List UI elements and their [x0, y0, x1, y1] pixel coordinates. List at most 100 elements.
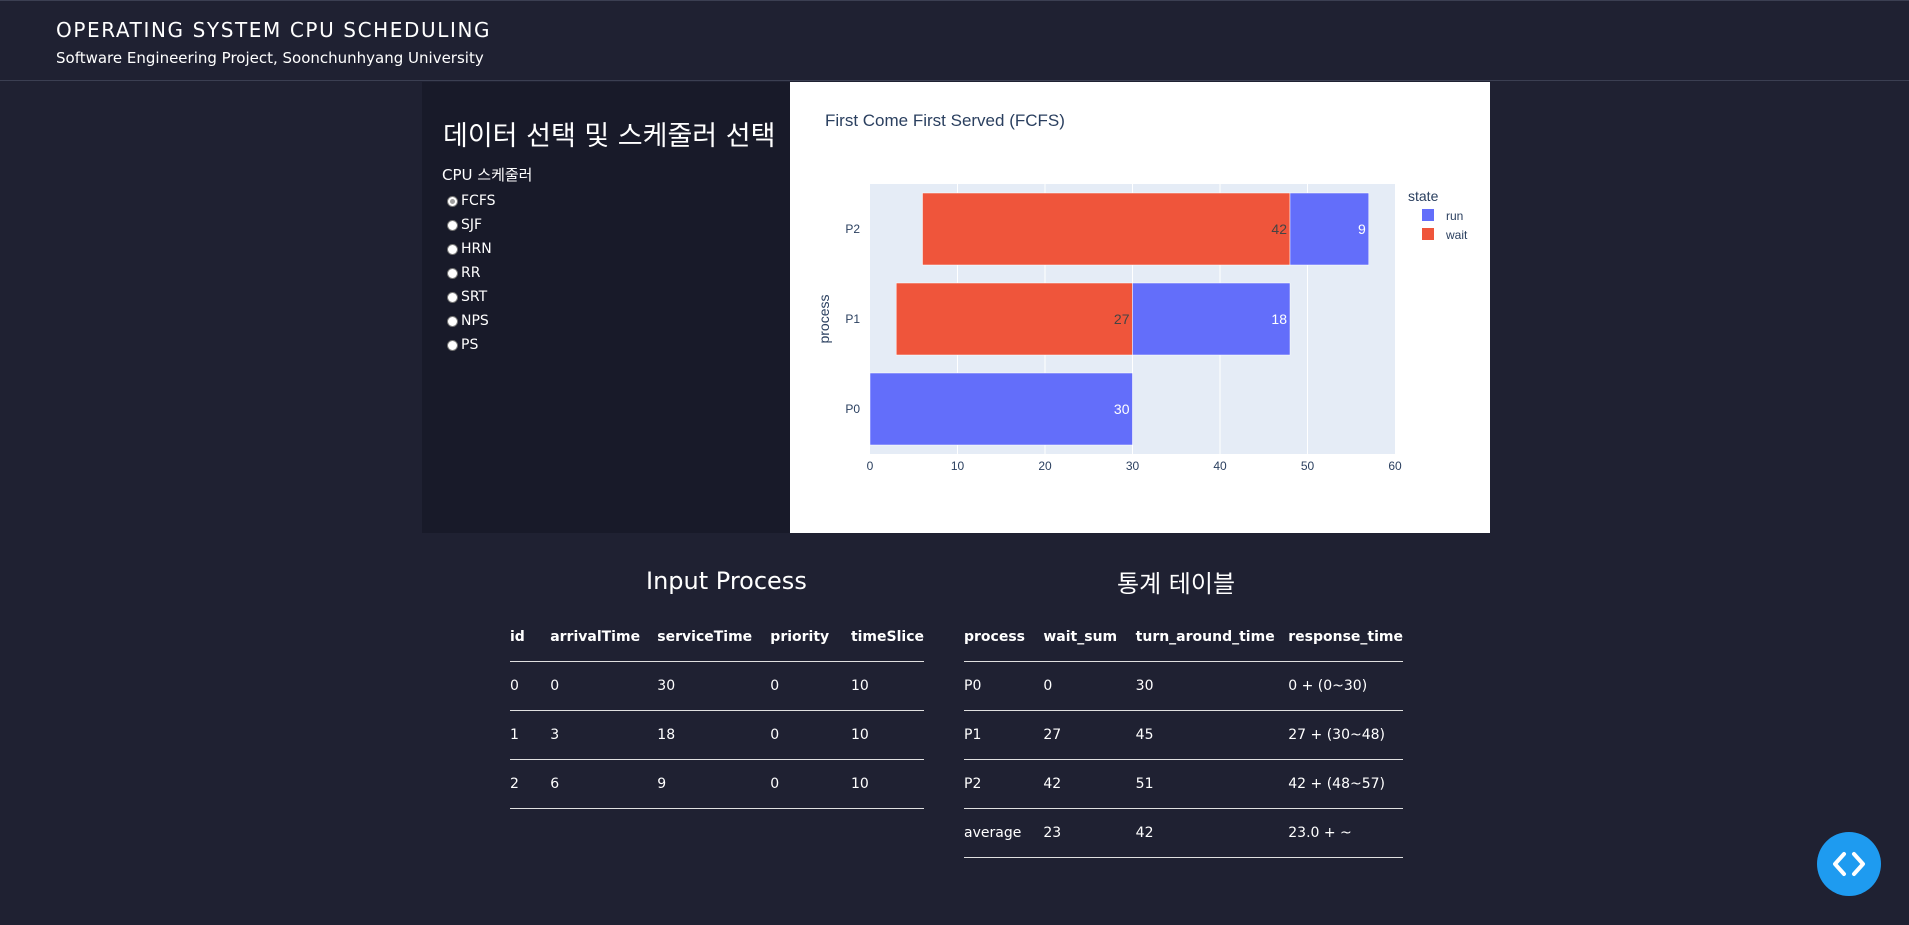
chart-title: First Come First Served (FCFS) — [825, 111, 1065, 130]
table-cell: 0 — [770, 661, 851, 711]
table-cell: 23 — [1043, 808, 1136, 858]
column-header: process — [964, 613, 1044, 662]
bar-value-label: 30 — [1114, 401, 1130, 417]
radio-option-fcfs[interactable]: FCFS — [447, 189, 496, 213]
bar-p0-run[interactable] — [869, 372, 1133, 446]
legend-swatch-wait — [1422, 228, 1434, 240]
bar-value-label: 27 — [1114, 311, 1130, 327]
gantt-chart-panel: First Come First Served (FCFS) 30 27 18 42 9… — [790, 82, 1490, 533]
table-row: P0 0 30 0 + (0~30) — [964, 661, 1403, 711]
column-header: timeSlice — [850, 613, 924, 662]
radio-option-hrn[interactable]: HRN — [447, 237, 496, 261]
bar-p1-wait[interactable] — [896, 282, 1133, 356]
table-cell: P1 — [964, 710, 1044, 760]
legend-label-wait: wait — [1445, 228, 1468, 242]
column-header: arrivalTime — [550, 613, 658, 662]
radio-label[interactable]: HRN — [461, 241, 492, 257]
y-tick-label: P1 — [845, 312, 860, 326]
table-cell: 0 — [1043, 661, 1136, 711]
radio-label[interactable]: SRT — [461, 289, 488, 305]
bar-value-label: 9 — [1358, 221, 1366, 237]
stats-table-title: 통계 테이블 — [1117, 570, 1236, 598]
legend-title: state — [1408, 188, 1439, 204]
table-cell: 30 — [1135, 661, 1289, 711]
x-tick-label: 10 — [951, 459, 965, 473]
table-cell: 3 — [550, 710, 658, 760]
bar-value-label: 18 — [1271, 311, 1287, 327]
column-header: serviceTime — [657, 613, 771, 662]
table-cell: 0 — [770, 710, 851, 760]
table-cell: average — [964, 808, 1044, 858]
radio-button[interactable] — [447, 267, 458, 279]
legend-swatch-run — [1422, 209, 1434, 221]
bar-value-label: 42 — [1271, 221, 1287, 237]
table-header-row: process wait_sum turn_around_time respon… — [964, 613, 1403, 662]
table-cell: 10 — [850, 759, 924, 809]
table-cell: 10 — [850, 661, 924, 711]
code-icon — [1833, 852, 1865, 876]
column-header: priority — [770, 613, 851, 662]
x-tick-label: 20 — [1038, 459, 1052, 473]
table-row: P2 42 51 42 + (48~57) — [964, 759, 1403, 809]
column-header: wait_sum — [1043, 613, 1136, 662]
y-tick-label: P0 — [845, 402, 860, 416]
bar-p2-run[interactable] — [1289, 192, 1369, 266]
code-toggle-button[interactable] — [1817, 832, 1881, 896]
scheduler-radio-group: FCFS SJF HRN RR SRT NPS PS — [447, 189, 496, 357]
radio-button[interactable] — [447, 219, 458, 231]
table-cell: 18 — [657, 710, 771, 760]
radio-button[interactable] — [447, 315, 458, 327]
x-tick-label: 30 — [1126, 459, 1140, 473]
column-header: turn_around_time — [1135, 613, 1289, 662]
stats-table: process wait_sum turn_around_time respon… — [964, 613, 1403, 858]
table-cell: 27 + (30~48) — [1288, 710, 1403, 760]
radio-button[interactable] — [447, 243, 458, 255]
table-cell: 6 — [550, 759, 658, 809]
radio-label[interactable]: FCFS — [461, 193, 496, 209]
radio-label[interactable]: SJF — [461, 217, 483, 233]
y-axis-title: process — [816, 294, 832, 343]
table-cell: 42 + (48~57) — [1288, 759, 1403, 809]
table-cell: 30 — [657, 661, 771, 711]
table-row: 2 6 9 0 10 — [510, 759, 924, 809]
radio-option-sjf[interactable]: SJF — [447, 213, 496, 237]
table-row: P1 27 45 27 + (30~48) — [964, 710, 1403, 760]
x-tick-label: 60 — [1388, 459, 1402, 473]
app-title: OPERATING SYSTEM CPU SCHEDULING — [56, 18, 492, 42]
table-header-row: id arrivalTime serviceTime priority time… — [510, 613, 924, 662]
legend-item-wait[interactable]: wait — [1422, 228, 1468, 242]
table-cell: P0 — [964, 661, 1044, 711]
table-cell: 27 — [1043, 710, 1136, 760]
table-cell: 9 — [657, 759, 771, 809]
table-cell: 10 — [850, 710, 924, 760]
table-cell: 0 — [770, 759, 851, 809]
x-tick-label: 50 — [1301, 459, 1315, 473]
x-tick-label: 0 — [867, 459, 874, 473]
app-subtitle: Software Engineering Project, Soonchunhy… — [56, 49, 484, 67]
radio-button[interactable] — [447, 339, 458, 351]
radio-option-rr[interactable]: RR — [447, 261, 496, 285]
bar-p2-wait[interactable] — [922, 192, 1291, 266]
radio-label[interactable]: PS — [461, 337, 479, 353]
input-process-title: Input Process — [646, 567, 807, 595]
table-cell: 45 — [1135, 710, 1289, 760]
gantt-chart: First Come First Served (FCFS) 30 27 18 42 9… — [816, 111, 1468, 473]
table-cell: 0 — [550, 661, 658, 711]
table-row: average 23 42 23.0 + ~ — [964, 808, 1403, 858]
radio-option-ps[interactable]: PS — [447, 333, 496, 357]
radio-option-srt[interactable]: SRT — [447, 285, 496, 309]
table-cell: 1 — [510, 710, 551, 760]
table-cell: 0 + (0~30) — [1288, 661, 1403, 711]
legend-item-run[interactable]: run — [1422, 209, 1463, 223]
table-cell: 51 — [1135, 759, 1289, 809]
radio-label[interactable]: NPS — [461, 313, 489, 329]
legend-label-run: run — [1446, 209, 1463, 223]
radio-button[interactable] — [447, 291, 458, 303]
table-cell: 42 — [1135, 808, 1289, 858]
radio-option-nps[interactable]: NPS — [447, 309, 496, 333]
x-tick-label: 40 — [1213, 459, 1227, 473]
radio-button-checked[interactable] — [447, 195, 458, 207]
radio-label[interactable]: RR — [461, 265, 481, 281]
bar-p1-run[interactable] — [1132, 282, 1291, 356]
table-row: 1 3 18 0 10 — [510, 710, 924, 760]
